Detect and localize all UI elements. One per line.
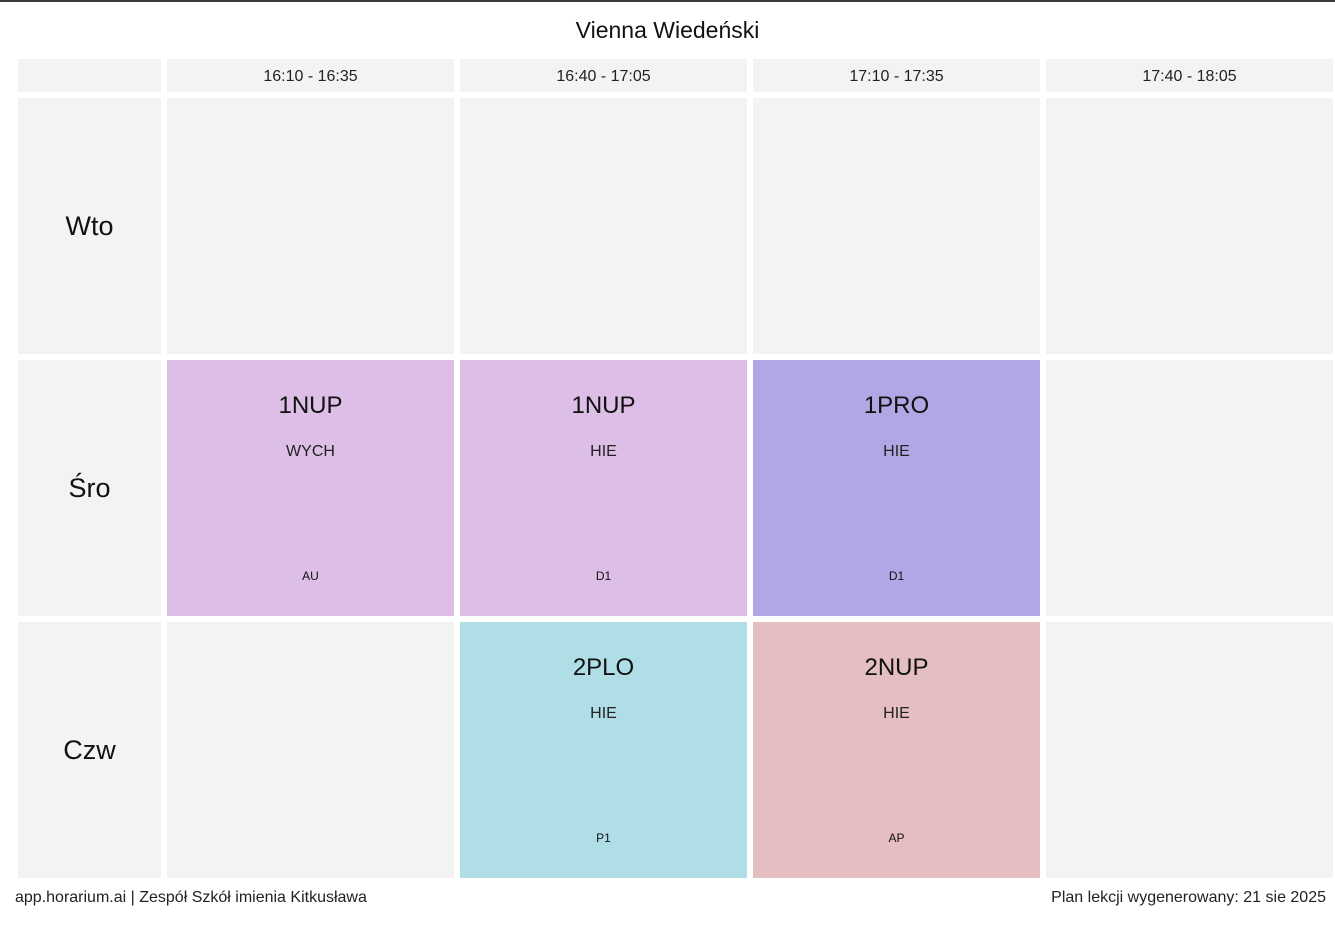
lesson-class: 1PRO: [863, 392, 930, 419]
empty-slot[interactable]: [1046, 622, 1333, 878]
footer-generated-date: Plan lekcji wygenerowany: 21 sie 2025: [1051, 889, 1326, 906]
time-slot-header: 16:10 - 16:35: [167, 59, 454, 92]
empty-slot[interactable]: [460, 98, 747, 354]
empty-slot[interactable]: [1046, 98, 1333, 354]
corner-cell: [18, 59, 161, 92]
lesson-class: 2NUP: [864, 654, 929, 681]
lesson-room: P1: [596, 831, 611, 845]
day-label-czw: Czw: [18, 622, 161, 878]
lesson-class: 1NUP: [278, 392, 343, 419]
time-slot-header: 17:40 - 18:05: [1046, 59, 1333, 92]
timetable-title: Vienna Wiedeński: [575, 17, 760, 43]
lesson-room: AU: [302, 569, 319, 583]
lesson-card[interactable]: 2NUP HIE AP: [753, 622, 1040, 878]
lesson-card[interactable]: 1PRO HIE D1: [753, 360, 1040, 616]
empty-slot[interactable]: [167, 98, 454, 354]
lesson-subject: HIE: [590, 705, 617, 722]
empty-slot[interactable]: [753, 98, 1040, 354]
lesson-card[interactable]: 2PLO HIE P1: [460, 622, 747, 878]
lesson-class: 2PLO: [572, 654, 635, 681]
lesson-class: 1NUP: [571, 392, 636, 419]
lesson-card[interactable]: 1NUP HIE D1: [460, 360, 747, 616]
lesson-subject: HIE: [883, 705, 910, 722]
empty-slot[interactable]: [1046, 360, 1333, 616]
time-slot-header: 17:10 - 17:35: [753, 59, 1040, 92]
day-label-sro: Śro: [18, 360, 161, 616]
lesson-card[interactable]: 1NUP WYCH AU: [167, 360, 454, 616]
lesson-subject: WYCH: [286, 443, 335, 460]
top-rule: [0, 0, 1335, 2]
day-label-wto: Wto: [18, 98, 161, 354]
lesson-room: AP: [888, 831, 905, 845]
empty-slot[interactable]: [167, 622, 454, 878]
lesson-room: D1: [595, 569, 612, 583]
time-slot-header: 16:40 - 17:05: [460, 59, 747, 92]
lesson-subject: HIE: [590, 443, 617, 460]
footer-source: app.horarium.ai | Zespół Szkół imienia K…: [15, 889, 367, 906]
lesson-room: D1: [888, 569, 905, 583]
timetable-grid: 16:10 - 16:35 16:40 - 17:05 17:10 - 17:3…: [18, 59, 1333, 878]
lesson-subject: HIE: [883, 443, 910, 460]
